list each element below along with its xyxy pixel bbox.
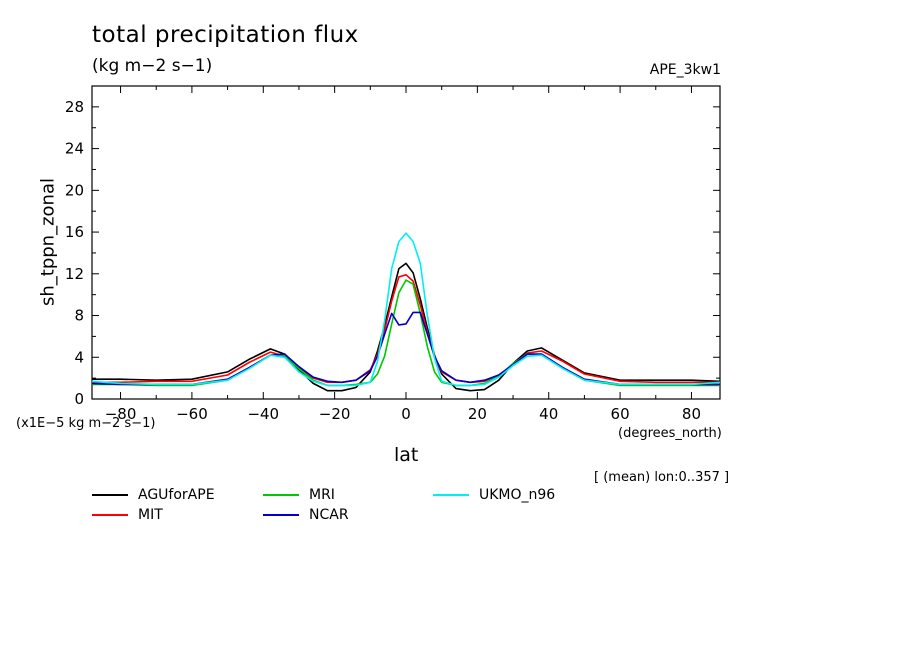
x-tick-label: 60 (611, 405, 630, 423)
x-axis-label: lat (394, 444, 419, 466)
y-tick-label: 20 (65, 181, 84, 199)
x-tick-label: 0 (401, 405, 411, 423)
x-tick-label: −20 (319, 405, 351, 423)
x-tick-label: 20 (468, 405, 487, 423)
y-tick-label: 0 (74, 390, 84, 408)
legend-swatch (433, 494, 469, 496)
y-axis-label: sh_tppn_zonal (37, 177, 59, 307)
legend-label: UKMO_n96 (479, 487, 556, 503)
legend-label: MIT (138, 507, 163, 523)
legend-label: NCAR (309, 507, 349, 523)
series-line-ukmo-n96 (91, 232, 721, 387)
x-tick-label: 40 (539, 405, 558, 423)
x-units-label: (degrees_north) (618, 426, 722, 441)
x-tick-label: 80 (682, 405, 701, 423)
y-tick-label: 8 (74, 307, 84, 325)
run-label: APE_3kw1 (649, 62, 721, 78)
x-tick-label: −60 (176, 405, 208, 423)
x-tick-label: −40 (247, 405, 279, 423)
legend-swatch (263, 494, 299, 496)
y-tick-label: 24 (65, 140, 84, 158)
y-tick-label: 12 (65, 265, 84, 283)
series-line-mit (92, 273, 720, 384)
series-layer (91, 232, 721, 392)
chart-title: total precipitation flux (92, 22, 359, 48)
averaging-note: [ (mean) lon:0..357 ] (594, 470, 730, 485)
legend-item-ncar: NCAR (263, 507, 349, 523)
plot-frame (91, 85, 721, 400)
series-line-mri (92, 279, 720, 387)
y-tick-label: 16 (65, 223, 84, 241)
axis-tick-labels: 0 4 8 12 16 20 24 28 −80 −60 −40 −20 0 20 40 60 80 (65, 98, 701, 423)
units-label: (kg m−2 s−1) (92, 56, 213, 76)
legend-swatch (263, 514, 299, 516)
axis-ticks (92, 85, 720, 400)
legend-item-mri: MRI (263, 487, 335, 503)
legend-item-mit: MIT (92, 507, 163, 523)
legend-label: MRI (309, 487, 335, 503)
scale-factor-label: (x1E−5 kg m−2 s−1) (16, 416, 156, 431)
x-tick-label: −80 (105, 405, 137, 423)
y-tick-label: 28 (65, 98, 84, 116)
legend-item-ukmo-n96: UKMO_n96 (433, 487, 555, 503)
y-tick-label: 4 (74, 348, 84, 366)
series-line-ncar (91, 311, 720, 386)
legend-label: AGUforAPE (138, 487, 215, 503)
legend-swatch (92, 494, 128, 496)
legend-swatch (92, 514, 128, 516)
series-line-aguforape (92, 262, 721, 392)
legend-item-aguforape: AGUforAPE (92, 487, 215, 503)
